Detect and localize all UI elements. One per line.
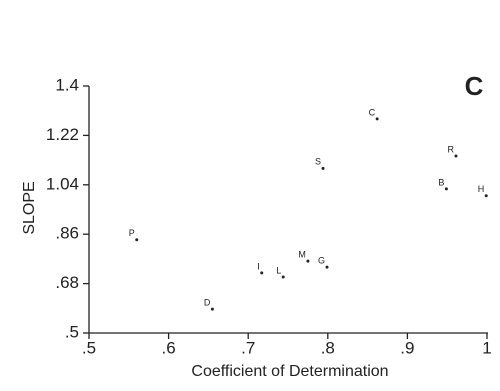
point xyxy=(375,117,379,121)
point xyxy=(321,166,325,170)
x-tick-label: .7 xyxy=(241,338,255,357)
point-label: G xyxy=(318,256,325,266)
x-axis-label: Coefficient of Determination xyxy=(191,363,388,380)
x-tick-label: .8 xyxy=(321,338,335,357)
point-label: H xyxy=(478,184,485,194)
y-axis-label: SLOPE xyxy=(21,181,38,234)
point xyxy=(135,238,139,242)
point-label: P xyxy=(129,228,135,238)
y-tick-label: .86 xyxy=(55,224,79,243)
point xyxy=(260,271,264,275)
x-tick-label: .9 xyxy=(400,338,414,357)
point-label: D xyxy=(204,297,211,307)
point-label: C xyxy=(369,107,376,117)
y-tick-label: 1.04 xyxy=(46,174,79,193)
point xyxy=(210,307,214,311)
point-label: M xyxy=(298,249,306,259)
point xyxy=(325,265,329,269)
x-tick-label: .5 xyxy=(82,338,96,357)
y-tick-label: .68 xyxy=(55,273,79,292)
x-tick-label: .6 xyxy=(162,338,176,357)
x-tick-label: 1 xyxy=(482,338,491,357)
y-tick-label: .5 xyxy=(65,322,79,341)
point xyxy=(484,194,488,198)
point xyxy=(281,275,285,279)
panel-label: C xyxy=(465,71,484,101)
point-label: B xyxy=(438,177,444,187)
point xyxy=(454,154,458,158)
y-tick-label: 1.4 xyxy=(55,75,79,94)
point xyxy=(306,259,310,263)
point-label: L xyxy=(276,265,281,275)
y-tick-label: 1.22 xyxy=(46,125,79,144)
point-label: S xyxy=(315,157,321,167)
point-label: I xyxy=(257,261,260,271)
point-label: R xyxy=(447,144,454,154)
point xyxy=(444,187,448,191)
